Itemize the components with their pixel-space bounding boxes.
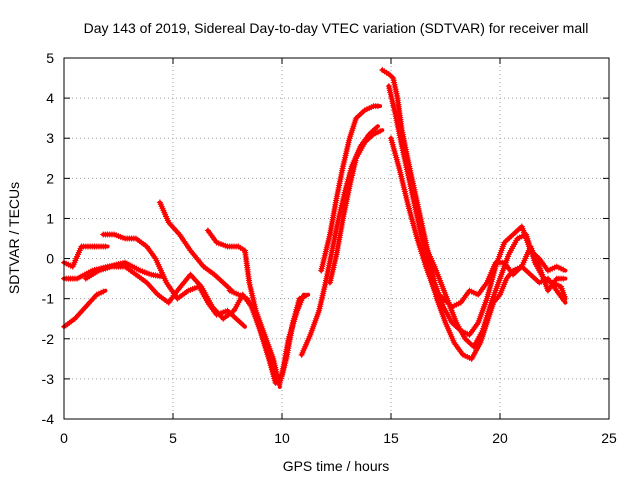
x-axis-label: GPS time / hours	[283, 458, 390, 474]
series-layer	[61, 67, 568, 389]
data-point-marker	[377, 128, 384, 135]
series-track-11	[326, 128, 385, 286]
data-point-marker	[100, 288, 107, 295]
data-point-marker	[388, 73, 395, 80]
data-point-marker	[387, 72, 394, 79]
x-tick-label: 15	[383, 430, 399, 446]
data-point-marker	[302, 292, 309, 299]
y-ticks: -4 -3 -2 -1 0 1 2 3 4 5	[42, 50, 609, 427]
x-tick-label: 20	[492, 430, 508, 446]
series-track-3	[61, 243, 110, 270]
data-point-marker	[374, 103, 381, 110]
data-point-marker	[240, 322, 247, 329]
series-track-10	[318, 103, 383, 274]
x-tick-label: 5	[169, 430, 177, 446]
y-tick-label: 5	[46, 50, 54, 66]
series-track-8	[226, 287, 311, 386]
y-tick-label: -3	[42, 371, 55, 387]
y-tick-label: -1	[42, 291, 55, 307]
series-track-15	[420, 231, 568, 350]
y-tick-label: -2	[42, 331, 55, 347]
data-point-marker	[560, 266, 567, 273]
series-track-4	[100, 231, 247, 329]
x-tick-label: 0	[60, 430, 68, 446]
y-axis-label: SDTVAR / TECUs	[6, 182, 22, 294]
x-tick-label: 25	[601, 430, 617, 446]
series-track-6	[156, 199, 234, 293]
series-line	[386, 84, 568, 361]
data-point-marker	[560, 275, 567, 282]
y-tick-label: 3	[46, 130, 54, 146]
plot-frame	[63, 57, 610, 420]
data-point-marker	[561, 293, 568, 300]
y-tick-label: 1	[46, 210, 54, 226]
axes	[63, 57, 610, 420]
series-track-1	[61, 288, 108, 330]
chart-title: Day 143 of 2019, Sidereal Day-to-day VTE…	[84, 20, 589, 36]
y-tick-label: 0	[46, 251, 54, 267]
y-tick-label: 2	[46, 170, 54, 186]
series-line	[227, 288, 311, 385]
y-tick-label: -4	[42, 411, 55, 427]
y-tick-label: 4	[46, 90, 54, 106]
data-point-marker	[373, 124, 380, 131]
x-tick-label: 10	[274, 430, 290, 446]
x-ticks: 0 5 10 15 20 25	[60, 58, 617, 446]
data-point-marker	[385, 71, 392, 78]
data-point-marker	[102, 243, 109, 250]
